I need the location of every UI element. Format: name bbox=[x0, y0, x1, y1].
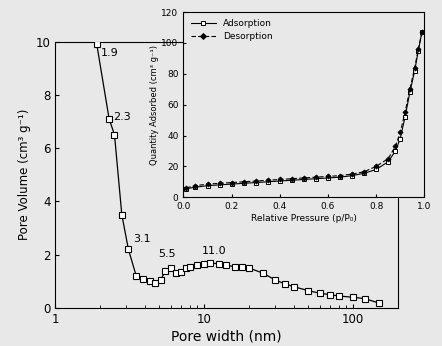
Y-axis label: Quantity Adsorbed (cm³ g⁻¹): Quantity Adsorbed (cm³ g⁻¹) bbox=[149, 45, 159, 165]
Text: 11.0: 11.0 bbox=[202, 246, 227, 256]
Y-axis label: Pore Volume (cm³ g⁻¹): Pore Volume (cm³ g⁻¹) bbox=[19, 109, 31, 240]
Text: 5.5: 5.5 bbox=[159, 249, 176, 259]
Legend: Adsorption, Desorption: Adsorption, Desorption bbox=[188, 17, 275, 44]
Text: 3.1: 3.1 bbox=[133, 234, 150, 244]
Text: 1.9: 1.9 bbox=[101, 48, 119, 58]
X-axis label: Relative Pressure (p/P₀): Relative Pressure (p/P₀) bbox=[251, 214, 357, 223]
Text: 2.3: 2.3 bbox=[114, 112, 131, 122]
X-axis label: Pore width (nm): Pore width (nm) bbox=[171, 330, 282, 344]
